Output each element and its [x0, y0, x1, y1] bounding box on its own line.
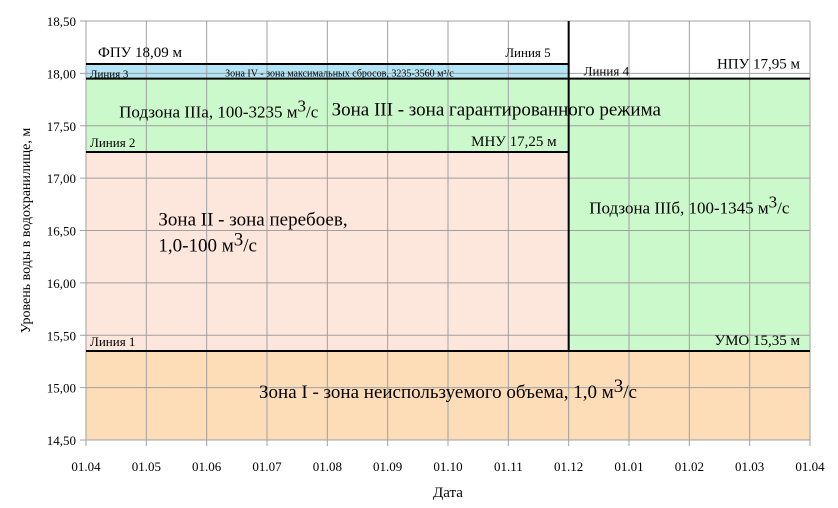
y-tick-label: 16,00	[47, 276, 76, 291]
y-axis-title: Уровень воды в водохранилище, м	[19, 128, 34, 334]
x-tick-label: 01.01	[614, 459, 643, 474]
x-tick-label: 01.08	[313, 459, 342, 474]
line-2-label: Линия 2	[90, 135, 135, 150]
x-axis-title: Дата	[433, 485, 463, 501]
umo-label: УМО 15,35 м	[714, 333, 800, 349]
x-tick-label: 01.05	[132, 459, 161, 474]
y-tick-label: 15,50	[47, 328, 76, 343]
mnu-label: МНУ 17,25 м	[471, 134, 557, 150]
zone-2-label: Зона II - зона перебоев,	[158, 209, 347, 230]
x-tick-label: 01.09	[373, 459, 402, 474]
npu-label: НПУ 17,95 м	[717, 57, 801, 73]
y-tick-label: 14,50	[47, 433, 76, 448]
x-tick-label: 01.03	[735, 459, 764, 474]
x-tick-label: 01.06	[192, 459, 222, 474]
y-tick-label: 15,00	[47, 381, 76, 396]
line-4-label: Линия 4	[584, 64, 630, 79]
x-tick-label: 01.02	[675, 459, 704, 474]
zone-3-label: Зона III - зона гарантированного режима	[332, 99, 662, 120]
fpu-label: ФПУ 18,09 м	[98, 45, 183, 61]
line-5-label: Линия 5	[505, 45, 550, 60]
y-tick-label: 17,50	[47, 119, 76, 134]
line-3-label: Линия 3	[90, 69, 129, 81]
x-tick-label: 01.07	[252, 459, 282, 474]
x-tick-label: 01.11	[494, 459, 523, 474]
x-tick-label: 01.04	[795, 459, 825, 474]
x-tick-label: 01.04	[71, 459, 101, 474]
x-tick-label: 01.12	[554, 459, 583, 474]
y-tick-label: 18,50	[47, 14, 76, 29]
y-tick-label: 18,00	[47, 66, 76, 81]
zone-4-label: Зона IV - зона максимальных сбросов, 323…	[225, 69, 454, 80]
x-tick-label: 01.10	[433, 459, 462, 474]
y-tick-label: 16,50	[47, 224, 76, 239]
line-1-label: Линия 1	[90, 334, 135, 349]
y-tick-label: 17,00	[47, 171, 76, 186]
